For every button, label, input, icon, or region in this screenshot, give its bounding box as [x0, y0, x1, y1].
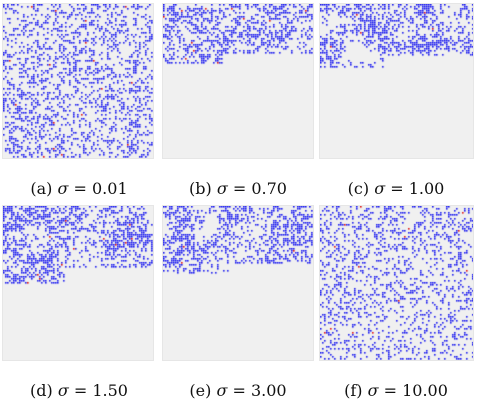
dot-field-a — [3, 4, 153, 158]
sigma-value: 0.01 — [92, 179, 128, 198]
sigma-symbol: σ — [367, 381, 379, 400]
dot-field-e — [163, 206, 313, 360]
equals-sign: = — [232, 179, 247, 198]
sigma-symbol: σ — [216, 179, 228, 198]
sigma-symbol: σ — [57, 381, 69, 400]
sigma-symbol: σ — [57, 179, 69, 198]
dot-field-d — [3, 206, 153, 360]
caption-a: (a) σ = 0.01 — [0, 180, 158, 198]
sigma-value: 3.00 — [250, 381, 287, 400]
equals-sign: = — [73, 381, 88, 400]
equals-sign: = — [383, 381, 397, 400]
caption-d: (d) σ = 1.50 — [0, 382, 158, 400]
caption-e: (e) σ = 3.00 — [159, 382, 317, 400]
panel-b — [162, 3, 314, 159]
panel-a — [2, 3, 154, 159]
equals-sign: = — [390, 179, 404, 198]
caption-f: (f) σ = 10.00 — [317, 382, 475, 400]
panel-c — [319, 3, 474, 159]
panel-f — [319, 205, 474, 361]
sigma-value: 1.50 — [92, 381, 128, 400]
caption-b: (b) σ = 0.70 — [159, 180, 317, 198]
sigma-value: 1.00 — [408, 179, 445, 198]
caption-c: (c) σ = 1.00 — [317, 180, 475, 198]
dot-field-b — [163, 4, 313, 158]
sigma-value: 10.00 — [402, 381, 448, 400]
dot-field-c — [320, 4, 473, 158]
caption-tag: (e) — [189, 381, 212, 400]
caption-tag: (a) — [30, 179, 53, 198]
caption-tag: (c) — [347, 179, 370, 198]
panel-e — [162, 205, 314, 361]
panel-d — [2, 205, 154, 361]
sigma-symbol: σ — [216, 381, 228, 400]
caption-tag: (b) — [189, 179, 212, 198]
equals-sign: = — [73, 179, 87, 198]
caption-tag: (f) — [344, 381, 363, 400]
dot-field-f — [320, 206, 473, 360]
caption-tag: (d) — [30, 381, 53, 400]
sigma-value: 0.70 — [251, 179, 287, 198]
equals-sign: = — [232, 381, 246, 400]
sigma-symbol: σ — [374, 179, 386, 198]
